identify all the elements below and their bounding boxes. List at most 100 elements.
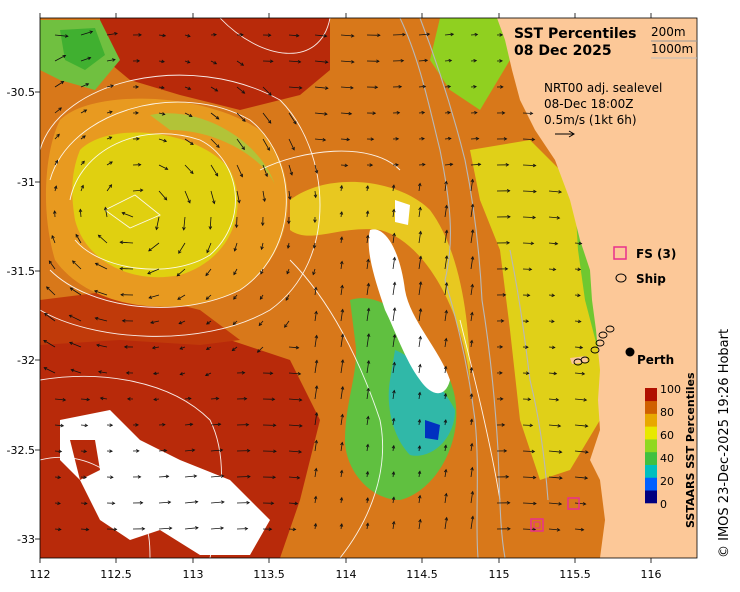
current-arrow-head: [182, 226, 186, 231]
current-arrow: [548, 268, 556, 270]
current-arrow-head: [339, 236, 344, 241]
current-arrow-head: [503, 137, 508, 141]
current-arrow-head: [376, 59, 380, 64]
current-arrow: [43, 340, 56, 348]
current-arrow-head: [313, 194, 318, 199]
current-arrow-head: [126, 397, 131, 401]
current-arrow: [54, 424, 64, 427]
current-arrow: [150, 320, 160, 324]
current-arrow-head: [86, 397, 91, 402]
current-arrow-head: [503, 449, 508, 453]
current-arrow-head: [418, 518, 422, 523]
current-arrow: [258, 320, 264, 326]
current-arrow: [392, 209, 395, 218]
current-arrow-head: [344, 163, 349, 168]
current-arrow: [470, 491, 474, 504]
current-arrow: [522, 138, 535, 140]
current-arrow: [80, 528, 89, 531]
current-arrow-head: [221, 500, 225, 504]
current-arrow-head: [372, 111, 377, 115]
current-arrow: [340, 60, 354, 63]
current-arrow-head: [449, 162, 454, 167]
current-arrow-head: [366, 333, 371, 338]
current-arrow-head: [287, 220, 291, 225]
current-arrow-head: [551, 319, 555, 324]
current-arrow: [236, 60, 244, 66]
perth-label: Perth: [637, 353, 674, 367]
current-arrow: [522, 502, 537, 504]
current-arrow-head: [161, 112, 166, 116]
y-tick-label: -32: [17, 354, 35, 367]
current-arrow: [470, 419, 473, 426]
isobath-legend-200: 200m: [651, 25, 686, 39]
colorbar-swatch: [645, 490, 657, 504]
current-arrow-head: [187, 396, 192, 401]
current-arrow-head: [247, 474, 251, 479]
current-arrow: [418, 112, 425, 114]
current-arrow-head: [339, 260, 344, 265]
current-arrow: [392, 307, 396, 322]
current-arrow-head: [470, 283, 474, 288]
current-arrow: [288, 372, 301, 375]
current-arrow: [418, 495, 421, 504]
y-tick-label: -31.5: [7, 265, 35, 278]
current-arrow-head: [580, 527, 585, 532]
current-arrow-head: [418, 335, 422, 340]
current-arrow: [122, 212, 134, 218]
colorbar-tick-label: 80: [660, 406, 674, 419]
current-arrow: [444, 338, 447, 348]
current-arrow-head: [525, 319, 530, 323]
current-arrow: [288, 86, 302, 89]
current-arrow-head: [391, 496, 396, 501]
current-arrow: [366, 444, 369, 452]
current-arrow: [236, 190, 240, 203]
current-arrow: [54, 528, 61, 530]
colorbar-swatch: [645, 477, 657, 491]
current-arrow: [288, 138, 295, 151]
current-arrow-head: [81, 160, 85, 165]
current-arrow-head: [396, 111, 401, 115]
current-arrow: [288, 112, 297, 125]
ship-legend-icon: [615, 273, 627, 283]
current-arrow-head: [369, 163, 374, 167]
colorbar-tick-label: 60: [660, 429, 674, 442]
current-arrow-head: [447, 84, 452, 89]
current-arrow: [314, 412, 318, 426]
current-arrow-head: [525, 345, 529, 349]
current-arrow-head: [291, 146, 295, 151]
current-arrow: [288, 190, 291, 200]
current-arrow-head: [422, 162, 426, 167]
current-arrow: [522, 476, 536, 478]
current-arrow: [340, 414, 343, 426]
current-arrow-head: [83, 475, 87, 480]
current-arrow-head: [269, 371, 274, 375]
current-arrow: [470, 367, 473, 374]
current-arrow-head: [240, 33, 244, 37]
current-arrow: [392, 445, 395, 452]
current-arrow-head: [417, 418, 422, 423]
y-tick-label: -33: [17, 533, 35, 546]
x-tick-label: 113: [183, 568, 204, 581]
current-arrow-head: [273, 449, 277, 454]
current-arrow: [288, 164, 293, 176]
x-tick-label: 114: [336, 568, 357, 581]
current-arrow-head: [208, 226, 213, 230]
current-arrow: [340, 309, 344, 322]
current-arrow-head: [366, 359, 371, 364]
current-arrow: [80, 109, 87, 114]
current-arrow: [232, 346, 238, 351]
current-arrow: [340, 523, 343, 530]
current-arrow-head: [469, 339, 474, 344]
current-arrow: [80, 57, 91, 62]
current-arrow-head: [206, 321, 210, 325]
current-arrow-head: [164, 166, 169, 170]
current-arrow-head: [269, 59, 274, 63]
current-arrow: [366, 471, 369, 478]
current-arrow-head: [51, 235, 55, 239]
current-arrow: [548, 450, 562, 453]
current-arrow-head: [504, 267, 509, 271]
current-arrow-head: [366, 282, 371, 287]
sst-green-ring: [150, 113, 275, 185]
current-arrow-head: [141, 527, 146, 531]
current-arrow: [236, 476, 251, 478]
